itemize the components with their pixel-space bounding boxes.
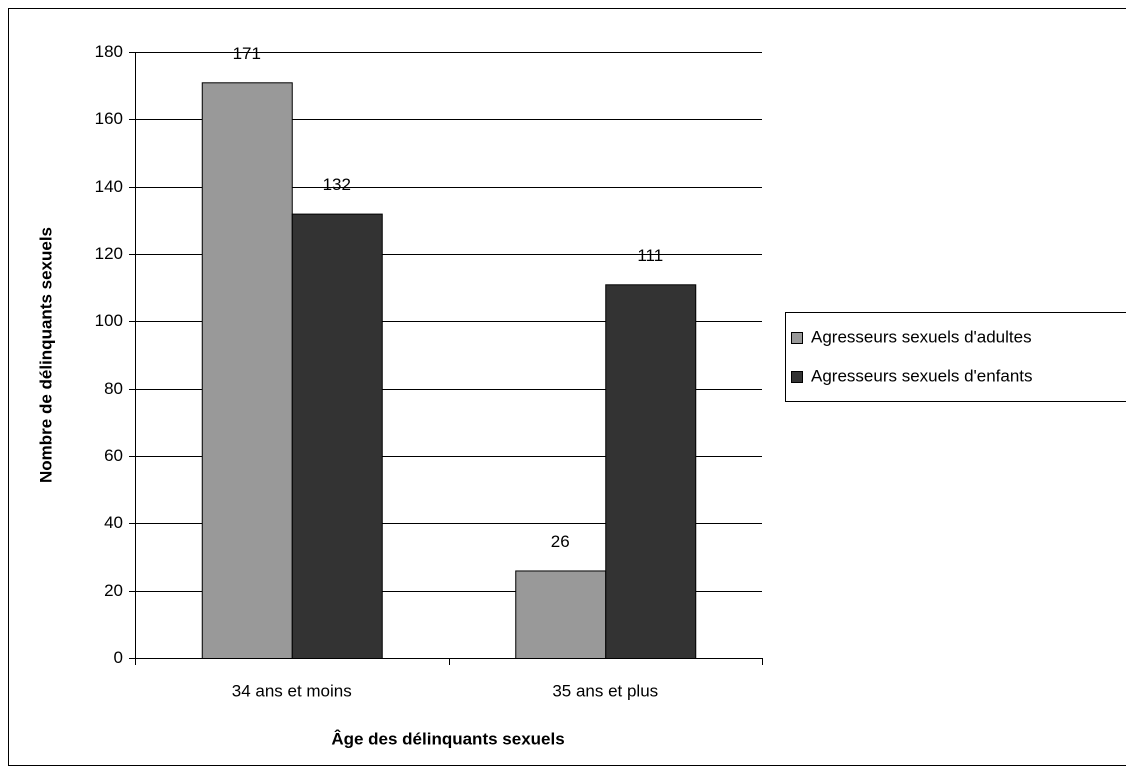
y-tick-label: 160 <box>95 109 123 128</box>
y-tick-label: 0 <box>114 648 123 667</box>
legend-swatch <box>791 332 803 344</box>
y-tick-label: 40 <box>104 513 123 532</box>
legend-label: Agresseurs sexuels d'adultes <box>811 327 1032 346</box>
y-axis-label: Nombre de délinquants sexuels <box>36 227 55 483</box>
bar <box>291 213 383 659</box>
bar <box>201 82 293 660</box>
value-label: 26 <box>551 532 570 551</box>
legend-box <box>785 312 1126 402</box>
value-label: 171 <box>233 44 261 63</box>
x-axis-label: Âge des délinquants sexuels <box>331 729 564 748</box>
y-tick-label: 80 <box>104 379 123 398</box>
value-label: 111 <box>637 246 663 265</box>
bar <box>605 284 697 659</box>
bar <box>515 570 607 660</box>
y-tick-label: 20 <box>104 581 123 600</box>
y-tick-label: 140 <box>95 177 123 196</box>
legend-swatch <box>791 371 803 383</box>
y-tick-label: 180 <box>95 42 123 61</box>
y-tick-label: 100 <box>95 311 123 330</box>
y-tick-label: 120 <box>95 244 123 263</box>
x-tick-label: 34 ans et moins <box>232 681 352 700</box>
x-tick-label: 35 ans et plus <box>552 681 658 700</box>
legend-label: Agresseurs sexuels d'enfants <box>811 366 1033 385</box>
value-label: 132 <box>323 175 351 194</box>
y-tick-label: 60 <box>104 446 123 465</box>
